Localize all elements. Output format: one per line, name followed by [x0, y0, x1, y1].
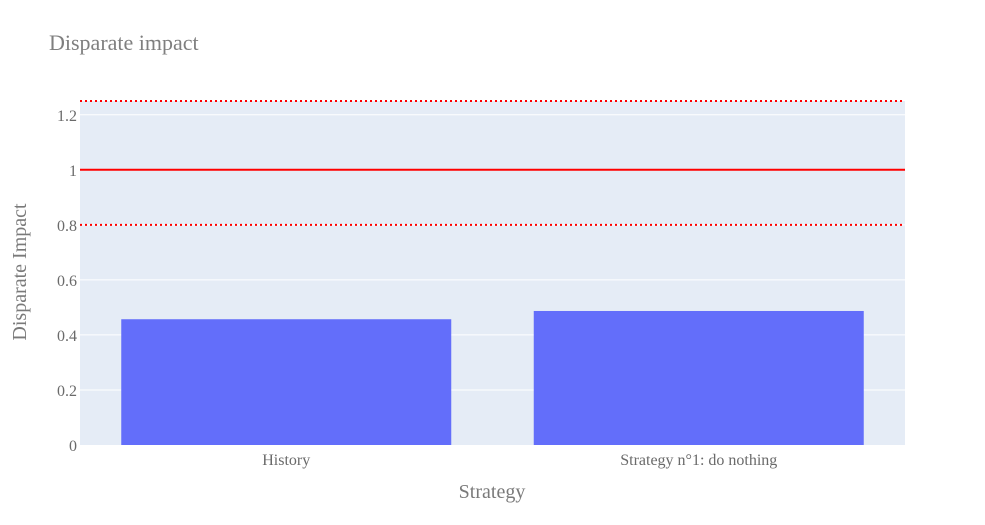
y-tick-label: 0.8	[57, 218, 77, 235]
x-tick-label: History	[262, 452, 310, 469]
y-tick-label: 0.6	[57, 273, 77, 290]
y-tick-label: 0.4	[57, 328, 77, 345]
y-tick-label: 1	[69, 163, 77, 180]
bar-2	[533, 310, 864, 445]
y-axis-title: Disparate Impact	[9, 203, 31, 341]
bars	[121, 310, 864, 445]
x-tick-label: Strategy n°1: do nothing	[620, 452, 777, 469]
bar-1	[121, 319, 452, 445]
x-tick-labels: History Strategy n°1: do nothing	[262, 452, 777, 469]
reference-lines	[80, 100, 905, 226]
x-axis-title: Strategy	[459, 481, 526, 503]
y-tick-label: 1.2	[57, 108, 77, 125]
y-tick-label: 0	[69, 438, 77, 455]
y-tick-labels: 0 0.2 0.4 0.6 0.8 1 1.2	[57, 108, 77, 455]
y-tick-label: 0.2	[57, 383, 77, 400]
chart-title: Disparate impact	[49, 30, 199, 55]
